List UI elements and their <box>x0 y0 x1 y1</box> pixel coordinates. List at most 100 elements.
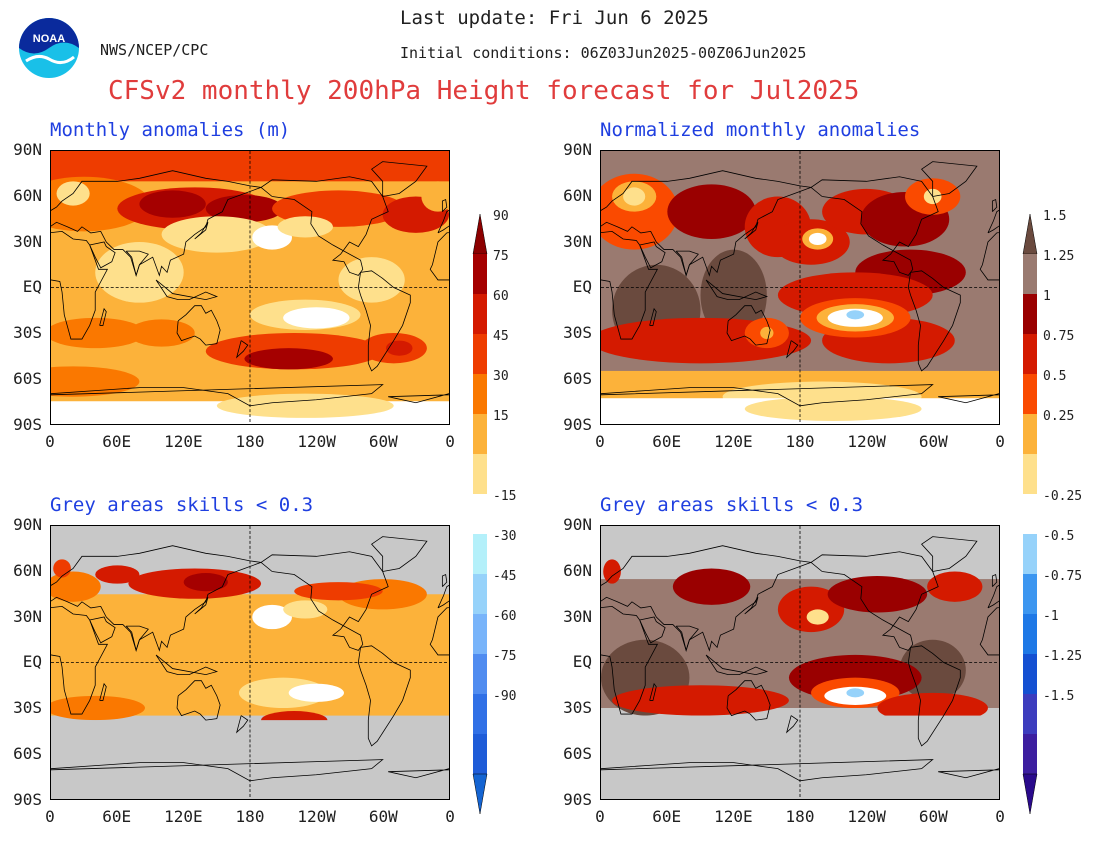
coastline <box>357 645 411 747</box>
colorbar-segment <box>1023 414 1037 454</box>
lon-label: 0 <box>45 432 55 451</box>
lat-label: 90S <box>13 789 42 809</box>
colorbar-segment <box>473 334 487 374</box>
coastline <box>744 222 759 240</box>
colorbar-bottom-arrow <box>1022 773 1038 815</box>
coastline <box>639 616 666 644</box>
colorbar-segment <box>1023 534 1037 574</box>
lat-label: 30S <box>563 698 592 718</box>
lat-label: 30N <box>13 231 42 251</box>
lat-label: 90N <box>13 140 42 159</box>
colorbar-segment <box>473 614 487 654</box>
lat-label: 60N <box>13 560 42 580</box>
svg-text:NOAA: NOAA <box>33 33 65 45</box>
lon-label: 120E <box>714 807 753 826</box>
panel-title-bottom-right: Grey areas skills < 0.3 <box>600 494 864 516</box>
coastline <box>938 768 999 779</box>
colorbar-tick-label: -90 <box>493 689 517 704</box>
coastline <box>786 715 799 734</box>
coastline <box>786 340 799 359</box>
colorbar-segment <box>473 734 487 774</box>
coastline <box>601 545 812 652</box>
colorbar-segment <box>1023 374 1037 414</box>
coastline <box>357 270 411 372</box>
colorbar-tick-label: 1.25 <box>1043 249 1075 264</box>
colorbar-tick-label: 0.75 <box>1043 329 1075 344</box>
colorbar-segment <box>473 294 487 334</box>
colorbar-tick-label: -0.75 <box>1043 569 1083 584</box>
lon-label: 120W <box>297 432 336 451</box>
coastline <box>371 536 428 572</box>
coastline <box>51 230 109 340</box>
lat-label: EQ <box>572 652 592 672</box>
colorbar-normalized <box>1022 213 1038 815</box>
coastline <box>51 605 109 715</box>
lon-label: 60W <box>918 432 948 451</box>
colorbar-tick-label: -0.25 <box>1043 489 1083 504</box>
lat-label: 90N <box>563 515 592 534</box>
panel-title-bottom-left: Grey areas skills < 0.3 <box>50 494 314 516</box>
coastline <box>938 393 999 404</box>
lon-label: 120E <box>714 432 753 451</box>
lon-label: 120W <box>847 807 886 826</box>
colorbar-tick-label: 60 <box>493 289 509 304</box>
lon-label: 60E <box>102 432 132 451</box>
lon-label: 60W <box>918 807 948 826</box>
coastline <box>810 551 939 651</box>
lon-label: 0 <box>45 807 55 826</box>
lat-label: 90N <box>563 140 592 159</box>
lat-label: 60S <box>13 369 42 388</box>
lon-label: 60W <box>368 432 398 451</box>
colorbar-segment <box>1023 334 1037 374</box>
lon-label: 120W <box>297 807 336 826</box>
coastline <box>601 230 659 340</box>
lat-label: 60S <box>563 744 592 763</box>
lon-label: 60E <box>652 807 682 826</box>
initial-conditions-text: Initial conditions: 06Z03Jun2025-00Z06Ju… <box>400 44 807 62</box>
colorbar-segment <box>473 254 487 294</box>
coastline <box>705 654 769 676</box>
coastline <box>649 307 657 326</box>
colorbar-tick-label: -1.5 <box>1043 689 1075 704</box>
noaa-logo: NOAA <box>19 18 79 78</box>
lon-label: 120W <box>847 432 886 451</box>
coastline <box>744 597 759 615</box>
lat-label: 30N <box>563 231 592 251</box>
colorbar-neutral <box>473 494 487 534</box>
lon-label: 0 <box>995 432 1005 451</box>
colorbar-segment <box>473 454 487 494</box>
lat-label: 30S <box>13 323 42 343</box>
coastline <box>601 605 659 715</box>
coastline <box>260 551 389 651</box>
coastline <box>675 250 699 277</box>
coastline <box>705 279 769 301</box>
colorbar-segment <box>1023 654 1037 694</box>
colorbar-tick-label: -45 <box>493 569 517 584</box>
colorbar-tick-label: 30 <box>493 369 509 384</box>
colorbar-tick-label: -1.25 <box>1043 649 1083 664</box>
lat-label: 30N <box>13 606 42 626</box>
colorbar-segment <box>473 654 487 694</box>
coastline <box>99 307 107 326</box>
lon-label: 180 <box>785 807 815 826</box>
lat-label: 60N <box>13 185 42 205</box>
coastline <box>155 654 219 676</box>
coastline <box>99 682 107 701</box>
lat-label: EQ <box>22 277 42 297</box>
last-update-text: Last update: Fri Jun 6 2025 <box>400 7 709 29</box>
coastline <box>810 176 939 276</box>
colorbar-segment <box>473 694 487 734</box>
coastline <box>51 759 384 782</box>
coastline <box>441 573 448 587</box>
colorbar-segment <box>473 414 487 454</box>
coastline <box>639 241 666 269</box>
lon-label: 60E <box>102 807 132 826</box>
lat-label: 60S <box>563 369 592 388</box>
coastline <box>89 616 116 644</box>
coastline <box>176 680 221 721</box>
colorbar-segment <box>1023 694 1037 734</box>
lat-label: 90S <box>563 789 592 809</box>
colorbar-segment <box>1023 454 1037 494</box>
lat-label: 60N <box>563 560 592 580</box>
lon-label: 0 <box>595 432 605 451</box>
